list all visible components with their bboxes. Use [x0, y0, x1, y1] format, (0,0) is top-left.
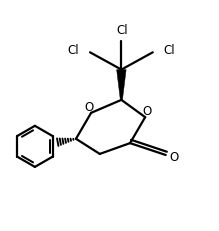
Text: O: O	[170, 150, 179, 163]
Text: Cl: Cl	[164, 44, 175, 57]
Text: Cl: Cl	[117, 24, 128, 37]
Polygon shape	[117, 70, 126, 100]
Text: Cl: Cl	[68, 44, 79, 57]
Text: O: O	[85, 100, 94, 113]
Text: O: O	[142, 105, 152, 118]
